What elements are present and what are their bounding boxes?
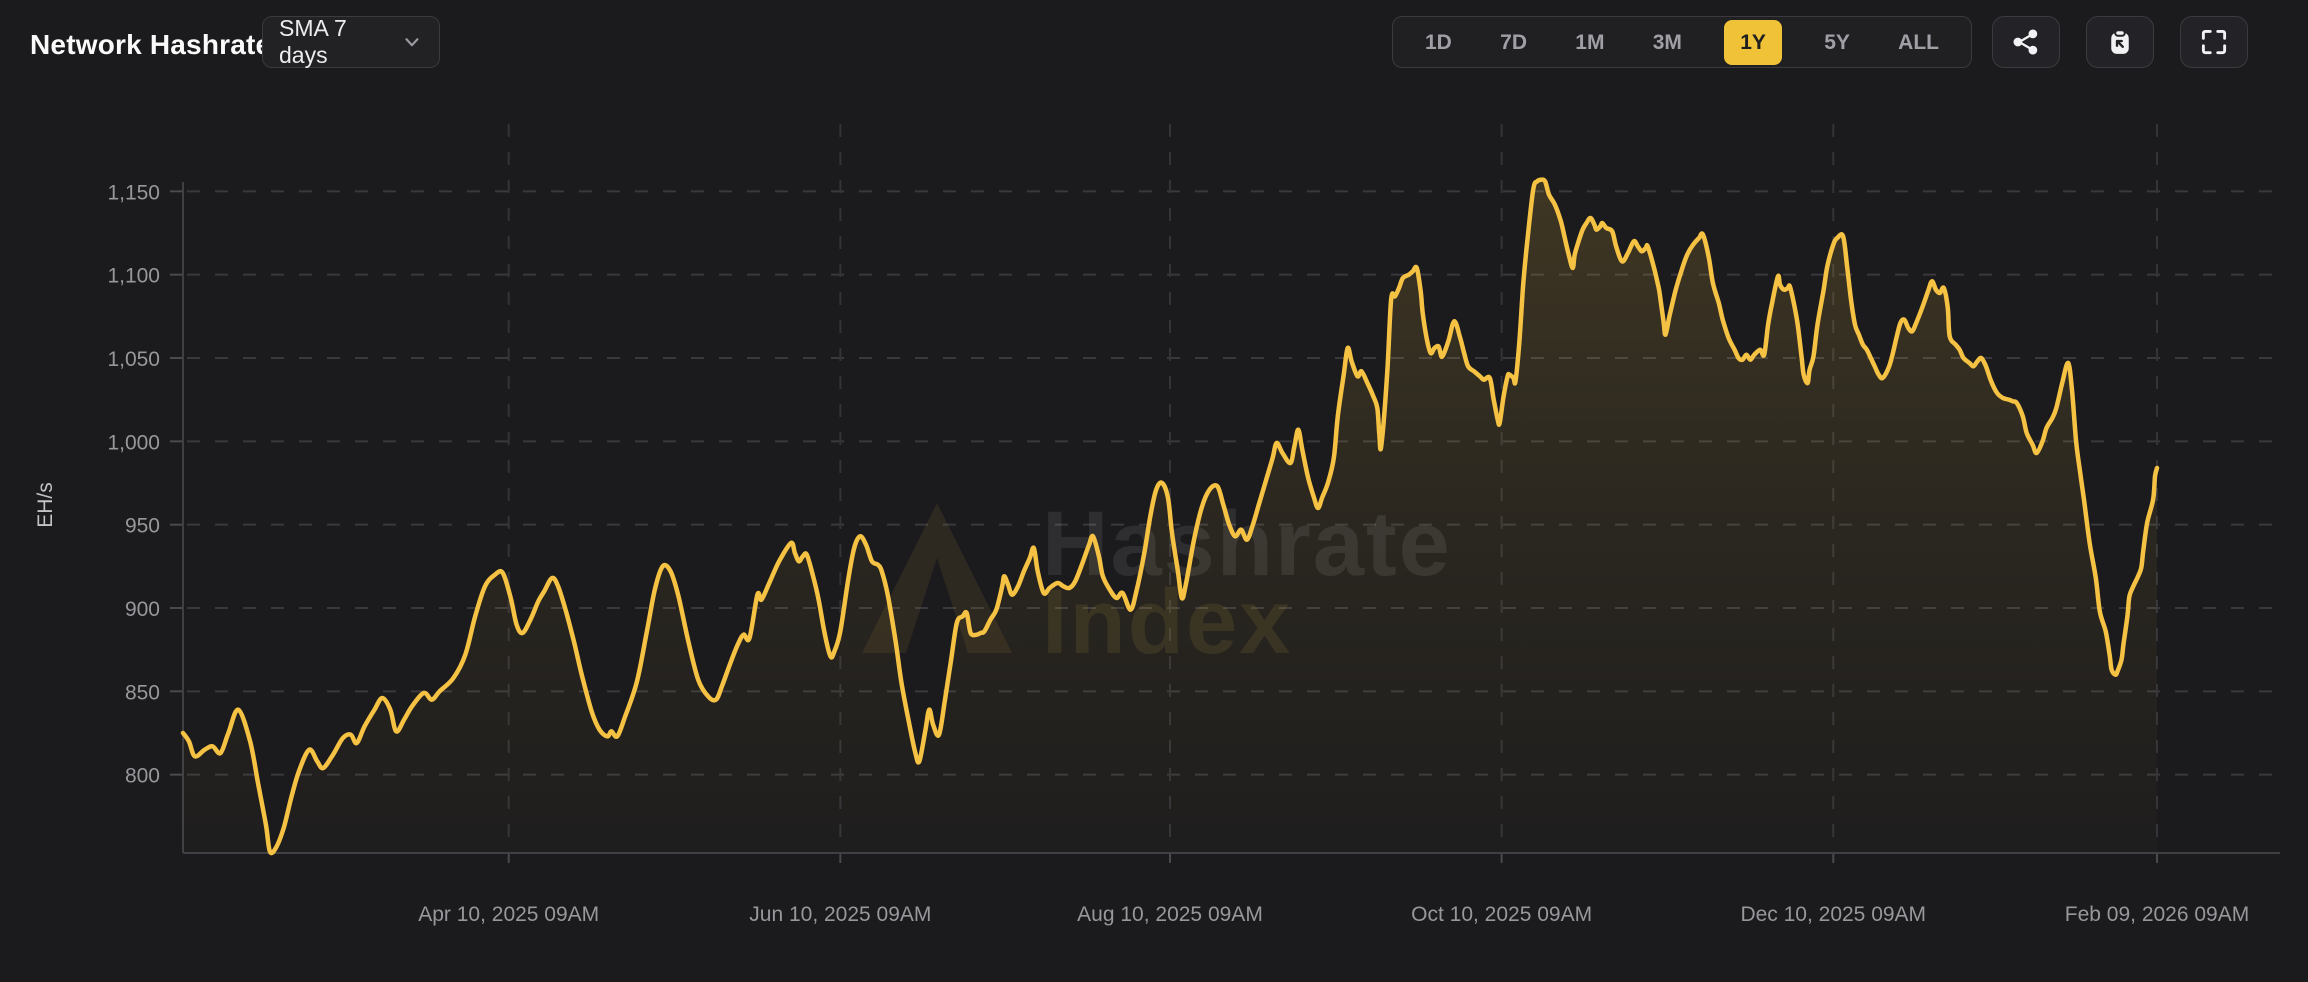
fullscreen-icon [2201, 29, 2227, 55]
x-tick-label: Aug 10, 2025 09AM [1077, 903, 1263, 926]
range-button-1d[interactable]: 1D [1425, 30, 1452, 54]
range-button-all[interactable]: ALL [1898, 30, 1939, 54]
clipboard-export-icon [2111, 29, 2129, 54]
hashrate-line-series [180, 177, 2160, 856]
y-tick-label: 950 [125, 515, 160, 538]
y-tick-label: 850 [125, 681, 160, 704]
range-button-3m[interactable]: 3M [1652, 30, 1682, 54]
x-tick-label: Jun 10, 2025 09AM [749, 903, 931, 926]
range-button-5y[interactable]: 5Y [1824, 30, 1850, 54]
share-icon [2013, 29, 2038, 55]
range-button-1m[interactable]: 1M [1575, 30, 1605, 54]
time-range-selector: 1D 7D 1M 3M 1Y 5Y ALL [1392, 16, 1972, 68]
share-button[interactable] [1992, 16, 2060, 68]
fullscreen-button[interactable] [2180, 16, 2248, 68]
watermark-line2: Index [1042, 571, 1292, 673]
y-tick-label: 900 [125, 598, 160, 621]
watermark-logo-icon [862, 503, 1012, 653]
chevron-down-icon [405, 38, 419, 47]
range-button-1y[interactable]: 1Y [1724, 19, 1782, 65]
y-axis-unit-label: EH/s [34, 482, 57, 528]
y-tick-label: 1,100 [107, 265, 160, 288]
x-tick-label: Oct 10, 2025 09AM [1411, 903, 1592, 926]
x-tick-label: Apr 10, 2025 09AM [418, 903, 599, 926]
y-tick-label: 800 [125, 765, 160, 788]
sma-dropdown-value: SMA 7 days [279, 15, 347, 68]
y-tick-label: 1,150 [107, 181, 160, 204]
range-button-7d[interactable]: 7D [1500, 30, 1527, 54]
page-title: Network Hashrate [30, 29, 272, 60]
copy-chart-button[interactable] [2086, 16, 2154, 68]
watermark-line1: Hashrate [1042, 493, 1452, 595]
x-tick-label: Feb 09, 2026 09AM [2065, 903, 2249, 926]
y-tick-label: 1,000 [107, 431, 160, 454]
y-tick-label: 1,050 [107, 348, 160, 371]
x-tick-label: Dec 10, 2025 09AM [1740, 903, 1926, 926]
sma-dropdown[interactable]: SMA 7 days [262, 15, 440, 68]
